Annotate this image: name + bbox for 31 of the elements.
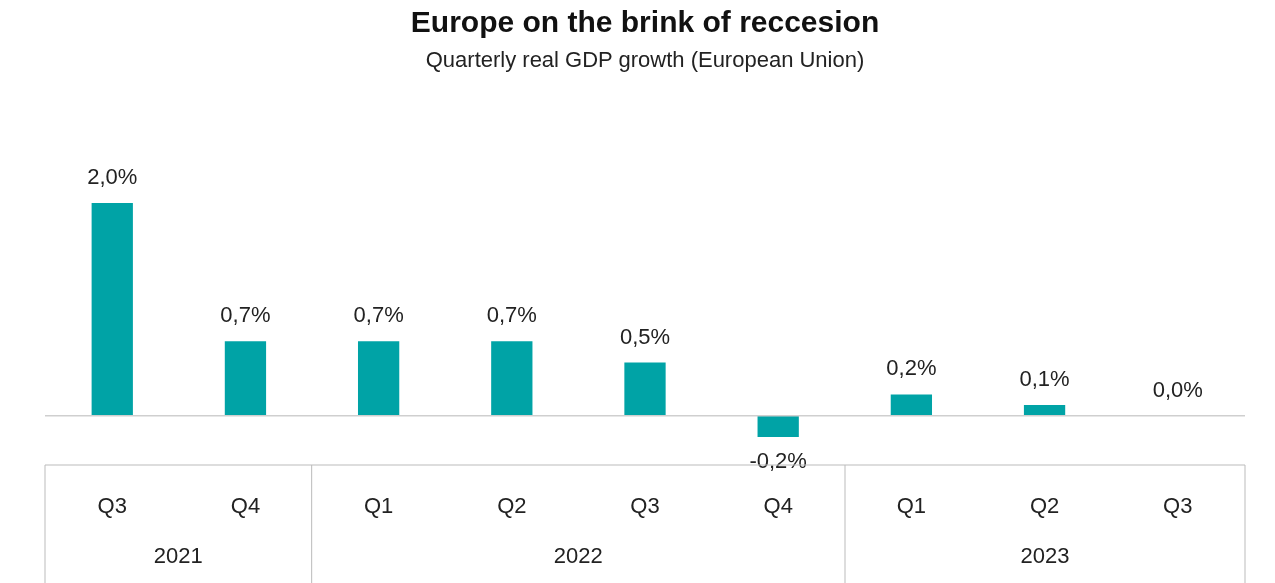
data-label: 0,5%: [619, 323, 671, 349]
data-label: -0,2%: [749, 448, 807, 473]
data-label: 2,0%: [87, 164, 138, 189]
data-label: 0,7%: [353, 302, 404, 328]
x-tick-label: Q3: [97, 492, 127, 518]
chart-subtitle: Quarterly real GDP growth (European Union): [425, 47, 865, 72]
x-tick-label: Q4: [230, 492, 261, 518]
text: 2021: [153, 543, 203, 568]
x-tick-label: Q4: [763, 492, 793, 518]
data-label: 0,1%: [1019, 366, 1070, 392]
data-label: 0,0%: [1152, 376, 1203, 402]
bar: [491, 341, 533, 416]
data-label: 0,2%: [886, 355, 937, 381]
x-tick-label: Q1: [896, 492, 927, 518]
x-tick-label: Q2: [497, 492, 527, 518]
bar: [224, 341, 267, 416]
text: 2023: [1020, 543, 1070, 568]
x-tick-label: Q2: [1029, 492, 1060, 518]
text: 2022: [553, 543, 603, 568]
x-tick-label: Q1: [363, 492, 394, 518]
bar: [757, 415, 799, 437]
data-label: 0,7%: [486, 302, 537, 328]
bar: [91, 203, 133, 416]
x-tick-label: Q3: [630, 492, 660, 518]
bar: [890, 394, 933, 416]
chart-title: Europe on the brink of reccesion: [410, 5, 880, 38]
bar: [357, 341, 400, 416]
bar: [1023, 405, 1066, 416]
data-label: 0,7%: [220, 302, 271, 328]
bar: [624, 362, 666, 416]
x-tick-label: Q3: [1163, 492, 1193, 518]
